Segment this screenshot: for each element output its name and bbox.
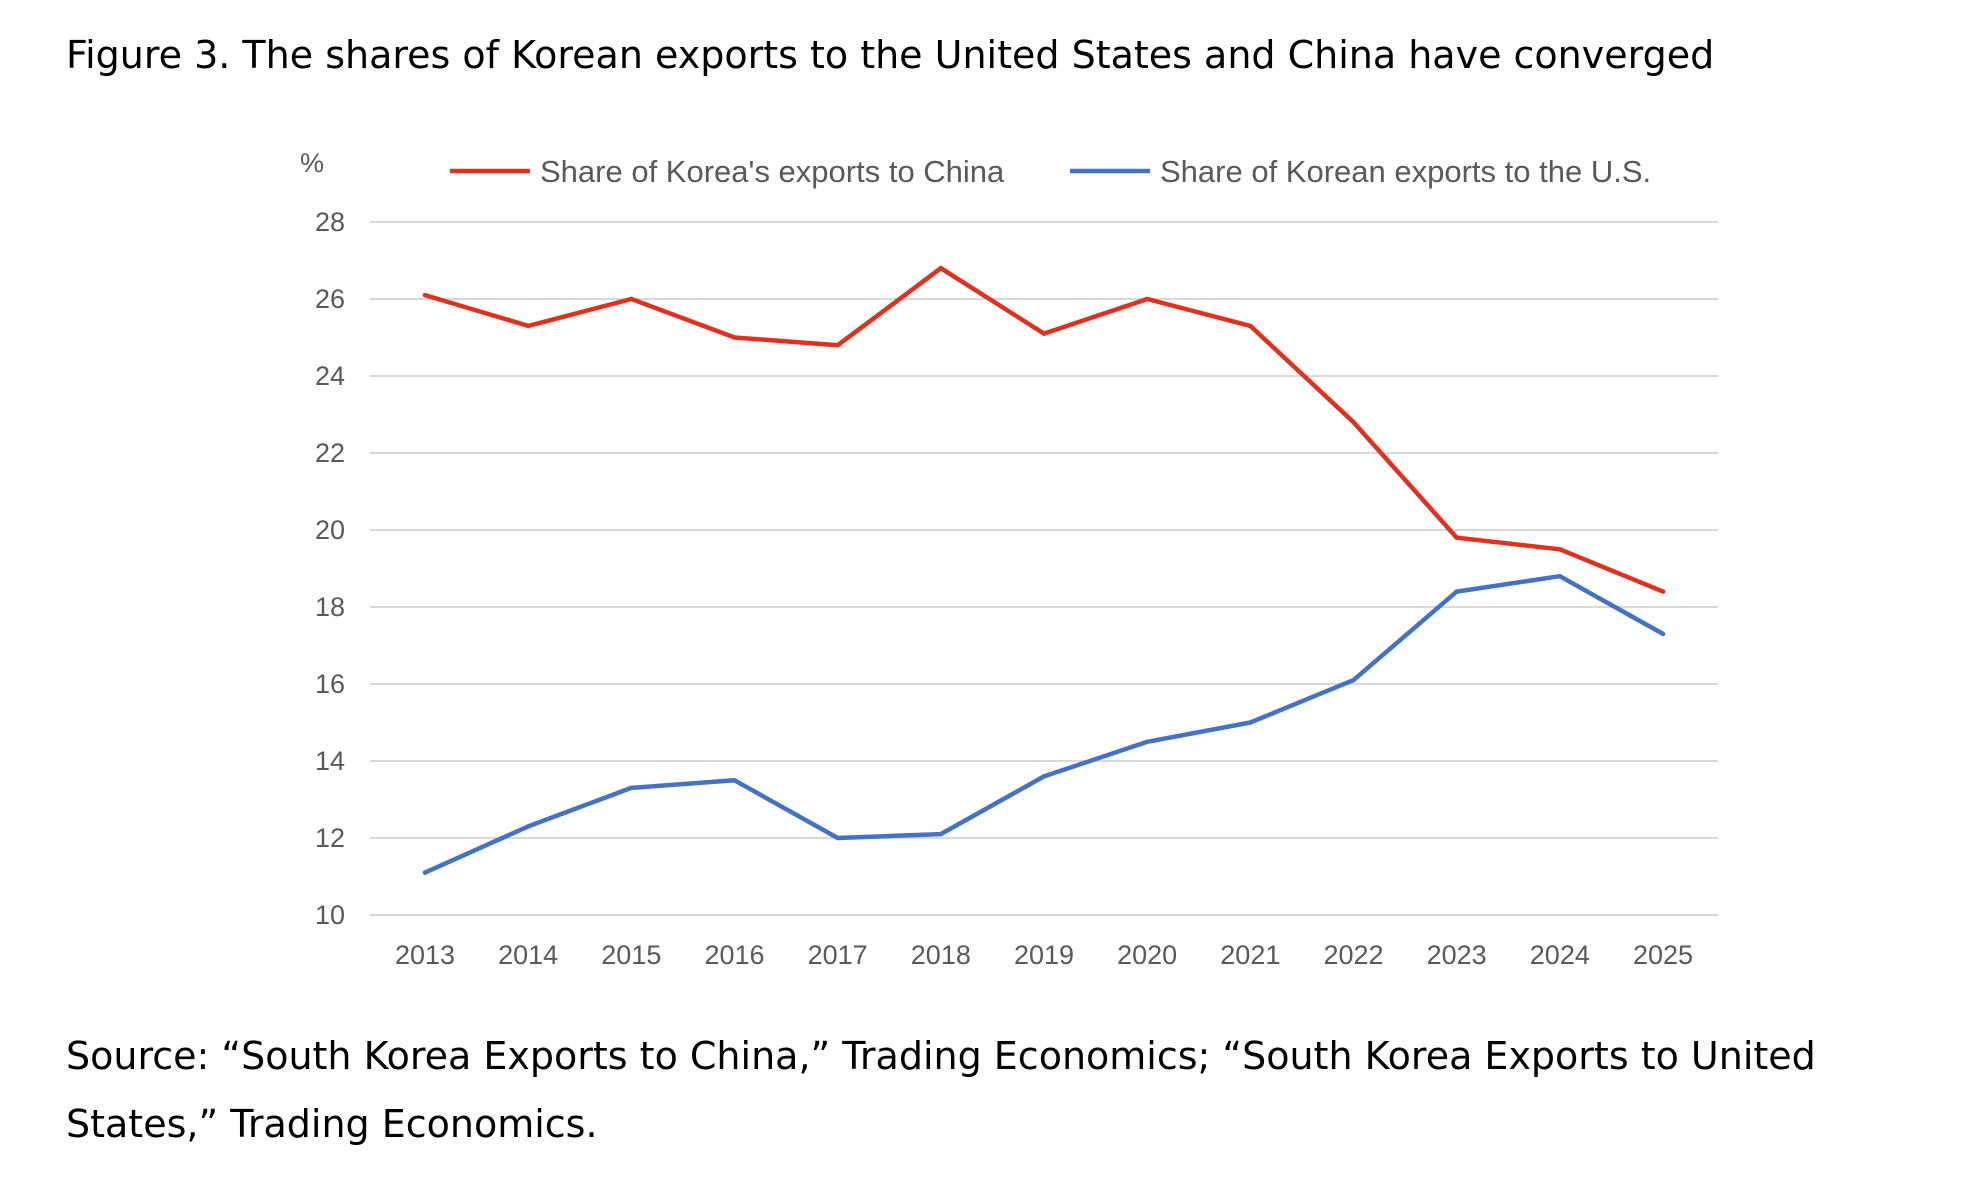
y-axis-unit-label: % xyxy=(300,148,324,178)
y-tick-label: 20 xyxy=(315,515,345,545)
y-tick-label: 16 xyxy=(315,669,345,699)
source-note: Source: “South Korea Exports to China,” … xyxy=(66,1034,1816,1146)
gridlines xyxy=(370,221,1718,916)
x-axis: 2013 2014 2015 2016 2017 2018 2019 2020 2021 2022… xyxy=(395,940,1693,970)
y-tick-label: 22 xyxy=(315,438,345,468)
series-lines xyxy=(422,265,1666,875)
data-point xyxy=(1248,720,1253,725)
x-tick-label: 2025 xyxy=(1633,940,1693,970)
series-line xyxy=(422,573,1666,875)
data-point xyxy=(938,831,944,837)
data-point xyxy=(1248,323,1253,329)
data-point xyxy=(1557,574,1563,579)
data-point xyxy=(525,323,531,329)
data-point xyxy=(1454,535,1459,540)
data-point xyxy=(1351,677,1356,683)
data-point xyxy=(1041,331,1047,336)
y-axis: 10 12 14 16 18 20 22 24 26 28 xyxy=(315,207,345,930)
data-point xyxy=(938,266,944,271)
data-point xyxy=(1660,631,1666,637)
x-tick-label: 2022 xyxy=(1323,940,1383,970)
data-point xyxy=(1041,774,1047,779)
x-tick-label: 2021 xyxy=(1220,940,1280,970)
data-point xyxy=(835,343,840,348)
series-line xyxy=(422,265,1666,594)
data-point xyxy=(1144,296,1150,302)
y-tick-label: 18 xyxy=(315,592,345,622)
data-point xyxy=(1660,589,1666,594)
y-tick-label: 10 xyxy=(315,900,345,930)
data-point xyxy=(525,824,531,829)
x-tick-label: 2015 xyxy=(601,940,661,970)
x-tick-label: 2023 xyxy=(1427,940,1487,970)
data-point xyxy=(1557,547,1563,552)
data-point xyxy=(1351,420,1356,425)
data-point xyxy=(629,296,634,302)
data-point xyxy=(732,335,737,340)
y-tick-label: 14 xyxy=(315,746,345,776)
data-point xyxy=(732,778,737,783)
figure-title: Figure 3. The shares of Korean exports t… xyxy=(66,33,1715,77)
x-tick-label: 2020 xyxy=(1117,940,1177,970)
x-tick-label: 2013 xyxy=(395,940,455,970)
legend-label: Share of Korean exports to the U.S. xyxy=(1160,154,1651,189)
x-tick-label: 2014 xyxy=(498,940,558,970)
data-point xyxy=(1144,739,1150,744)
legend: Share of Korea's exports to China Share o… xyxy=(450,154,1651,189)
x-tick-label: 2017 xyxy=(808,940,868,970)
data-point xyxy=(422,870,428,875)
x-tick-label: 2024 xyxy=(1530,940,1590,970)
x-tick-label: 2018 xyxy=(911,940,971,970)
y-tick-label: 26 xyxy=(315,284,345,314)
x-tick-label: 2016 xyxy=(704,940,764,970)
legend-label: Share of Korea's exports to China xyxy=(540,154,1005,189)
data-point xyxy=(422,292,428,298)
x-tick-label: 2019 xyxy=(1014,940,1074,970)
y-tick-label: 28 xyxy=(315,207,345,237)
y-tick-label: 24 xyxy=(315,361,345,391)
data-point xyxy=(629,785,634,791)
data-point xyxy=(835,835,840,841)
data-point xyxy=(1454,589,1459,594)
y-tick-label: 12 xyxy=(315,823,345,853)
